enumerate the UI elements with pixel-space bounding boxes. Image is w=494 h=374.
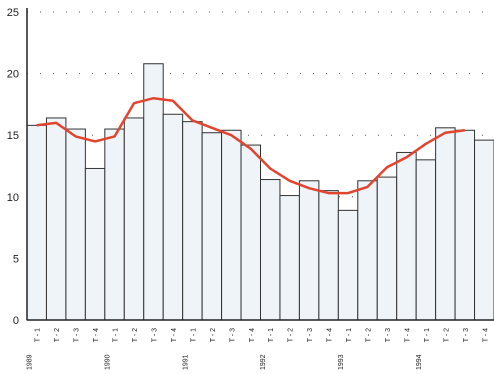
- year-label: 1989: [27, 354, 34, 370]
- bar: [104, 128, 125, 321]
- x-tick-label: T - 4: [249, 328, 256, 342]
- y-tick-label: 10: [7, 192, 19, 204]
- x-tick-label: T - 4: [482, 328, 489, 342]
- x-tick-label: T - 2: [288, 328, 295, 342]
- x-tick-label: T - 1: [424, 328, 431, 342]
- bar: [396, 151, 417, 321]
- bar: [84, 167, 106, 321]
- bar: [182, 121, 203, 321]
- x-tick-label: T - 3: [307, 328, 314, 342]
- bar: [318, 190, 339, 321]
- bar: [435, 127, 456, 321]
- bar: [201, 132, 223, 321]
- bar: [26, 124, 47, 321]
- x-tick-label: T - 1: [35, 328, 42, 342]
- year-label: 1994: [416, 354, 423, 370]
- year-label: 1992: [260, 354, 267, 370]
- x-tick-label: T - 3: [463, 328, 470, 342]
- x-tick-label: T - 3: [385, 328, 392, 342]
- bar: [298, 180, 320, 321]
- x-tick-label: T - 3: [151, 328, 158, 342]
- bar: [415, 159, 437, 321]
- y-tick-label: 0: [13, 315, 19, 327]
- bar: [45, 117, 67, 321]
- bar: [279, 195, 300, 321]
- bar: [240, 144, 262, 321]
- year-label: 1991: [182, 354, 189, 370]
- y-tick-label: 25: [7, 7, 19, 19]
- x-tick-label: T - 4: [171, 328, 178, 342]
- x-tick-label: T - 1: [268, 328, 275, 342]
- bar: [221, 129, 242, 321]
- bar: [65, 128, 86, 321]
- y-tick-label: 5: [13, 253, 19, 265]
- bar: [376, 176, 398, 321]
- bar: [260, 179, 281, 321]
- x-tick-label: T - 2: [132, 328, 139, 342]
- bar: [337, 209, 359, 321]
- bar: [123, 117, 145, 321]
- x-tick-label: T - 2: [366, 328, 373, 342]
- x-tick-label: T - 2: [54, 328, 61, 342]
- x-tick-label: T - 3: [74, 328, 81, 342]
- bar: [357, 180, 378, 321]
- x-tick-label: T - 2: [443, 328, 450, 342]
- year-label: 1993: [338, 354, 345, 370]
- x-tick-label: T - 2: [210, 328, 217, 342]
- x-tick-label: T - 4: [93, 328, 100, 342]
- x-tick-label: T - 4: [327, 328, 334, 342]
- year-label: 1990: [105, 354, 112, 370]
- x-tick-label: T - 1: [190, 328, 197, 342]
- trend-line: [36, 96, 465, 195]
- x-tick-label: T - 1: [346, 328, 353, 342]
- x-tick-label: T - 3: [229, 328, 236, 342]
- bar: [143, 63, 164, 321]
- x-tick-label: T - 1: [113, 328, 120, 342]
- bar: [474, 139, 494, 321]
- x-tick-label: T - 4: [404, 328, 411, 342]
- y-tick-label: 20: [7, 69, 19, 81]
- bar: [454, 129, 476, 321]
- bar: [162, 113, 184, 321]
- y-tick-label: 15: [7, 130, 19, 142]
